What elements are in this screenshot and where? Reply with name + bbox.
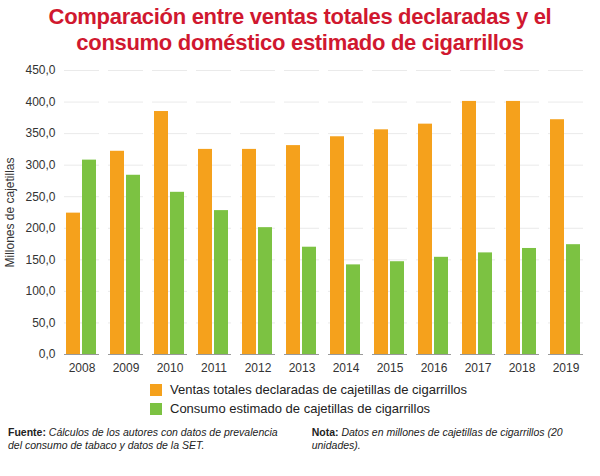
html-text:Ventas totales declaradas de c: Ventas totales declaradas de cajetillas … bbox=[170, 382, 467, 397]
svg-text:2009: 2009 bbox=[113, 361, 140, 375]
svg-text:2016: 2016 bbox=[421, 361, 448, 375]
html-text:Fuente: Cálculos de los autore: Fuente: Cálculos de los autores con dato… bbox=[8, 426, 278, 451]
svg-text:2014: 2014 bbox=[333, 361, 360, 375]
svg-text:2012: 2012 bbox=[245, 361, 272, 375]
svg-text:450,0: 450,0 bbox=[25, 63, 55, 77]
svg-text:150,0: 150,0 bbox=[25, 253, 55, 267]
svg-text:2018: 2018 bbox=[509, 361, 536, 375]
svg-text:2017: 2017 bbox=[465, 361, 492, 375]
svg-text:2011: 2011 bbox=[201, 361, 227, 375]
svg-text:2010: 2010 bbox=[157, 361, 184, 375]
svg-text:2019: 2019 bbox=[553, 361, 580, 375]
svg-text:200,0: 200,0 bbox=[25, 221, 55, 235]
html-text:Consumo estimado de cajetillas: Consumo estimado de cajetillas de cigarr… bbox=[170, 401, 431, 416]
svg-text:0,0: 0,0 bbox=[39, 347, 56, 361]
svg-text:100,0: 100,0 bbox=[25, 284, 55, 298]
svg-text:350,0: 350,0 bbox=[25, 126, 55, 140]
svg-text:300,0: 300,0 bbox=[25, 158, 55, 172]
html-text:Comparación entre ventas total: Comparación entre ventas totales declara… bbox=[48, 4, 552, 55]
svg-text:400,0: 400,0 bbox=[25, 95, 55, 109]
svg-text:2013: 2013 bbox=[289, 361, 316, 375]
svg-text:Millones de cajetillas: Millones de cajetillas bbox=[3, 157, 17, 267]
svg-text:2008: 2008 bbox=[69, 361, 96, 375]
svg-text:250,0: 250,0 bbox=[25, 190, 55, 204]
svg-text:2015: 2015 bbox=[377, 361, 404, 375]
html-text:Nota: Datos en millones de caj: Nota: Datos en millones de cajetillas de… bbox=[311, 426, 563, 451]
svg-text:50,0: 50,0 bbox=[32, 316, 56, 330]
